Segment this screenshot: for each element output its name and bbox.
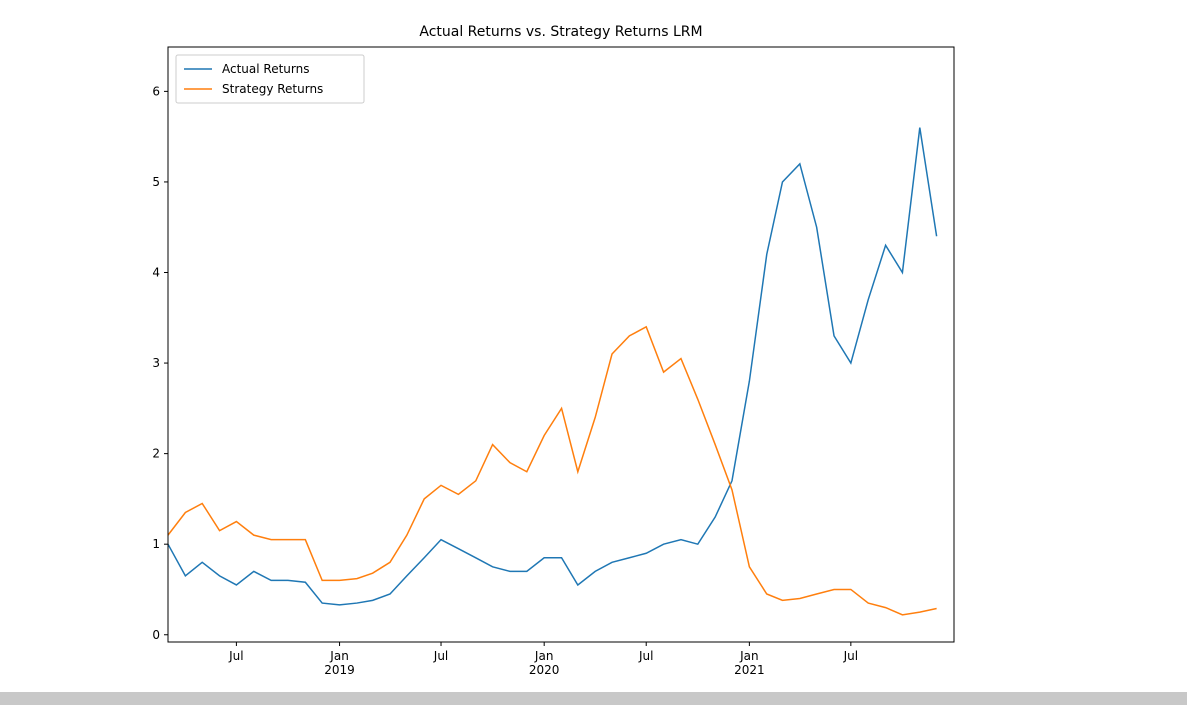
scrollbar: [0, 692, 1187, 705]
x-tick-label: Jan 2020: [529, 649, 560, 677]
chart-title: Actual Returns vs. Strategy Returns LRM: [419, 24, 702, 40]
x-tick-label: Jul: [433, 649, 448, 663]
y-tick-label: 4: [152, 266, 160, 280]
data-line: [167, 325, 937, 616]
legend-label: Actual Returns: [222, 62, 309, 76]
y-tick-label: 0: [152, 628, 160, 642]
data-line: [167, 127, 938, 606]
plot-frame: [167, 46, 955, 643]
x-tick-label: Jan 2019: [324, 649, 355, 677]
legend-box: [175, 54, 365, 104]
y-tick-label: 3: [152, 356, 160, 370]
legend-label: Strategy Returns: [222, 82, 323, 96]
y-tick-label: 1: [152, 537, 160, 551]
x-tick-label: Jul: [638, 649, 653, 663]
y-tick-label: 6: [152, 84, 160, 98]
x-tick-label: Jan 2021: [734, 649, 765, 677]
x-tick-label: Jul: [843, 649, 858, 663]
y-tick-label: 5: [152, 175, 160, 189]
y-tick-label: 2: [152, 447, 160, 461]
x-tick-label: Jul: [228, 649, 243, 663]
